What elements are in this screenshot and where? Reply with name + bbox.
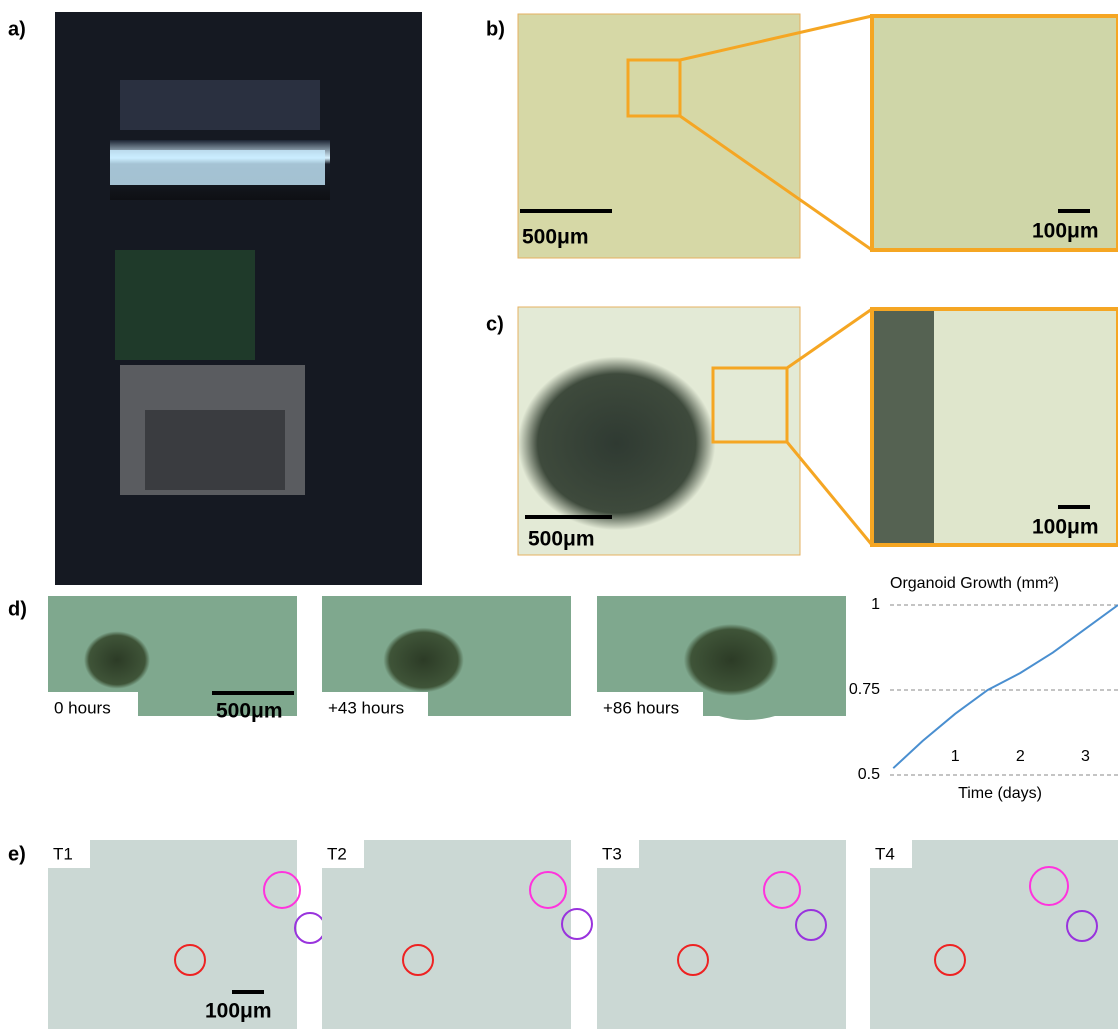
frame-label: +43 hours [328,698,404,717]
panel-label: e) [8,843,26,865]
frame-label-bg [48,840,90,868]
frame-label-bg [322,692,428,724]
cell-marker [561,908,593,940]
x-tick-label: 1 [951,748,960,765]
frame-label: T4 [875,844,895,863]
zoom-line [785,441,874,546]
photo [517,306,801,556]
cell-marker [294,912,326,944]
zoom-photo [870,14,1118,252]
scale-label: 100μm [205,1000,272,1023]
organoid [73,612,183,708]
y-tick-label: 0.75 [849,681,880,698]
panel-label: c) [486,313,504,335]
zoom-box [711,366,789,444]
organoid [668,600,826,720]
x-tick-label: 3 [1081,748,1090,765]
zoom-box [626,58,682,118]
cell-marker [795,909,827,941]
x-tick-label: 2 [1016,748,1025,765]
frame-label: T3 [602,844,622,863]
frame-label-bg [322,840,364,868]
photo-detail [145,410,285,490]
cell-marker [677,944,709,976]
photo-detail [120,80,320,130]
panel-label: d) [8,598,27,620]
organoid [370,606,504,714]
photo [322,840,571,1029]
photo-detail [110,150,325,185]
cell-marker [174,944,206,976]
scale-label: 500μm [522,226,589,249]
scale-label: 100μm [1032,220,1099,243]
frame-label-bg [870,840,912,868]
data-line [892,604,1118,769]
chart-title: Organoid Growth (mm²) [890,575,1059,592]
frame-label: T2 [327,844,347,863]
frame-label: +86 hours [603,698,679,717]
frame-label: 0 hours [54,698,111,717]
cell-marker [1029,866,1069,906]
zoom-line [786,307,873,370]
panel-label: b) [486,18,505,40]
y-tick-label: 0.5 [858,766,880,783]
photo-detail [115,250,255,360]
frame-label-bg [48,692,138,724]
cell-marker [529,871,567,909]
zoom-line [679,14,873,62]
frame-label-bg [597,840,639,868]
frame-label-bg [597,692,703,724]
photo [597,840,846,1029]
cell-marker [934,944,966,976]
cell-marker [1066,910,1098,942]
photo [517,13,801,259]
cell-marker [263,871,301,909]
frame-label: T1 [53,844,73,863]
cell-marker [402,944,434,976]
zoom-line [679,114,873,252]
cell-marker [763,871,801,909]
y-tick-label: 1 [871,596,880,613]
scale-label: 100μm [1032,516,1099,539]
photo-detail [874,311,934,543]
x-axis-label: Time (days) [958,785,1042,802]
scale-label: 500μm [216,700,283,723]
photo [870,840,1118,1029]
panel-label: a) [8,18,26,40]
scale-label: 500μm [528,528,595,551]
